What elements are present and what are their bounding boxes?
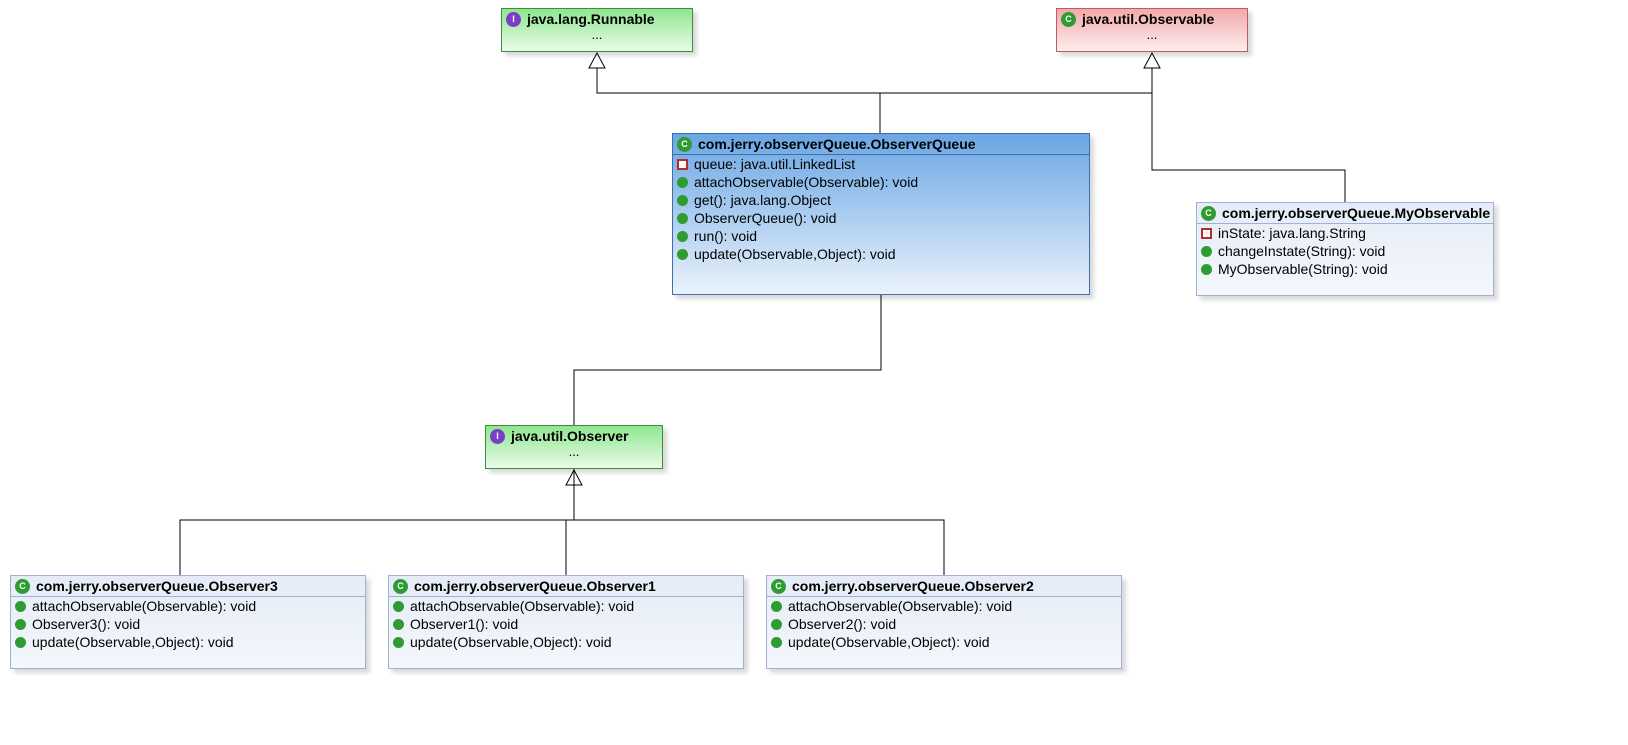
- method-icon: [677, 213, 688, 224]
- member-text: update(Observable,Object): void: [32, 634, 234, 650]
- method-row[interactable]: Observer3(): void: [11, 615, 365, 633]
- method-row[interactable]: attachObservable(Observable): void: [673, 173, 1089, 191]
- method-icon: [677, 231, 688, 242]
- method-icon: [1201, 246, 1212, 257]
- method-row[interactable]: attachObservable(Observable): void: [11, 597, 365, 615]
- interface-badge-icon: I: [506, 12, 521, 27]
- method-row[interactable]: update(Observable,Object): void: [673, 245, 1089, 263]
- method-row[interactable]: attachObservable(Observable): void: [389, 597, 743, 615]
- uml-class-observable[interactable]: Cjava.util.Observable...: [1056, 8, 1248, 52]
- member-text: Observer1(): void: [410, 616, 518, 632]
- member-text: attachObservable(Observable): void: [788, 598, 1012, 614]
- class-badge-icon: C: [677, 137, 692, 152]
- class-title-text: java.util.Observer: [511, 428, 629, 444]
- method-row[interactable]: update(Observable,Object): void: [389, 633, 743, 651]
- class-title-text: java.lang.Runnable: [527, 11, 655, 27]
- method-icon: [677, 249, 688, 260]
- member-text: attachObservable(Observable): void: [32, 598, 256, 614]
- member-text: inState: java.lang.String: [1218, 225, 1366, 241]
- uml-diagram-canvas: Ijava.lang.Runnable...Cjava.util.Observa…: [0, 0, 1628, 745]
- uml-class-observerQueue[interactable]: Ccom.jerry.observerQueue.ObserverQueuequ…: [672, 133, 1090, 295]
- member-text: run(): void: [694, 228, 757, 244]
- method-icon: [771, 619, 782, 630]
- class-badge-icon: C: [1201, 206, 1216, 221]
- method-icon: [393, 637, 404, 648]
- member-text: Observer2(): void: [788, 616, 896, 632]
- member-text: attachObservable(Observable): void: [694, 174, 918, 190]
- ellipsis: ...: [1057, 29, 1247, 43]
- member-text: MyObservable(String): void: [1218, 261, 1388, 277]
- class-title: Ccom.jerry.observerQueue.Observer3: [11, 576, 365, 597]
- class-title-text: com.jerry.observerQueue.ObserverQueue: [698, 136, 976, 152]
- method-row[interactable]: Observer1(): void: [389, 615, 743, 633]
- method-icon: [15, 601, 26, 612]
- field-row[interactable]: queue: java.util.LinkedList: [673, 155, 1089, 173]
- class-title: Ijava.util.Observer: [486, 426, 662, 446]
- class-title-text: java.util.Observable: [1082, 11, 1214, 27]
- member-text: queue: java.util.LinkedList: [694, 156, 855, 172]
- field-row[interactable]: inState: java.lang.String: [1197, 224, 1493, 242]
- class-title: Ccom.jerry.observerQueue.ObserverQueue: [673, 134, 1089, 155]
- class-badge-icon: C: [393, 579, 408, 594]
- method-row[interactable]: Observer2(): void: [767, 615, 1121, 633]
- uml-class-runnable[interactable]: Ijava.lang.Runnable...: [501, 8, 693, 52]
- class-title-text: com.jerry.observerQueue.Observer1: [414, 578, 656, 594]
- method-icon: [677, 195, 688, 206]
- class-badge-icon: C: [1061, 12, 1076, 27]
- member-text: update(Observable,Object): void: [694, 246, 896, 262]
- class-title: Ccom.jerry.observerQueue.Observer1: [389, 576, 743, 597]
- member-text: update(Observable,Object): void: [410, 634, 612, 650]
- class-title: Cjava.util.Observable: [1057, 9, 1247, 29]
- uml-class-observer1[interactable]: Ccom.jerry.observerQueue.Observer1attach…: [388, 575, 744, 669]
- method-icon: [771, 601, 782, 612]
- member-text: update(Observable,Object): void: [788, 634, 990, 650]
- method-icon: [1201, 264, 1212, 275]
- class-title: Ccom.jerry.observerQueue.MyObservable: [1197, 203, 1493, 224]
- class-title-text: com.jerry.observerQueue.Observer2: [792, 578, 1034, 594]
- member-text: attachObservable(Observable): void: [410, 598, 634, 614]
- field-icon: [1201, 228, 1212, 239]
- class-title-text: com.jerry.observerQueue.Observer3: [36, 578, 278, 594]
- method-icon: [771, 637, 782, 648]
- class-title-text: com.jerry.observerQueue.MyObservable: [1222, 205, 1490, 221]
- method-icon: [393, 619, 404, 630]
- member-text: ObserverQueue(): void: [694, 210, 836, 226]
- method-row[interactable]: run(): void: [673, 227, 1089, 245]
- method-row[interactable]: changeInstate(String): void: [1197, 242, 1493, 260]
- method-icon: [677, 177, 688, 188]
- method-row[interactable]: attachObservable(Observable): void: [767, 597, 1121, 615]
- method-row[interactable]: get(): java.lang.Object: [673, 191, 1089, 209]
- interface-badge-icon: I: [490, 429, 505, 444]
- method-row[interactable]: MyObservable(String): void: [1197, 260, 1493, 278]
- uml-class-myObservable[interactable]: Ccom.jerry.observerQueue.MyObservableinS…: [1196, 202, 1494, 296]
- member-text: Observer3(): void: [32, 616, 140, 632]
- method-row[interactable]: ObserverQueue(): void: [673, 209, 1089, 227]
- member-text: changeInstate(String): void: [1218, 243, 1385, 259]
- ellipsis: ...: [486, 446, 662, 460]
- class-badge-icon: C: [771, 579, 786, 594]
- method-row[interactable]: update(Observable,Object): void: [11, 633, 365, 651]
- uml-class-observer3[interactable]: Ccom.jerry.observerQueue.Observer3attach…: [10, 575, 366, 669]
- class-title: Ijava.lang.Runnable: [502, 9, 692, 29]
- method-icon: [15, 637, 26, 648]
- member-text: get(): java.lang.Object: [694, 192, 831, 208]
- uml-class-observer2[interactable]: Ccom.jerry.observerQueue.Observer2attach…: [766, 575, 1122, 669]
- method-icon: [15, 619, 26, 630]
- class-title: Ccom.jerry.observerQueue.Observer2: [767, 576, 1121, 597]
- uml-class-observer[interactable]: Ijava.util.Observer...: [485, 425, 663, 469]
- class-badge-icon: C: [15, 579, 30, 594]
- field-icon: [677, 159, 688, 170]
- method-icon: [393, 601, 404, 612]
- ellipsis: ...: [502, 29, 692, 43]
- method-row[interactable]: update(Observable,Object): void: [767, 633, 1121, 651]
